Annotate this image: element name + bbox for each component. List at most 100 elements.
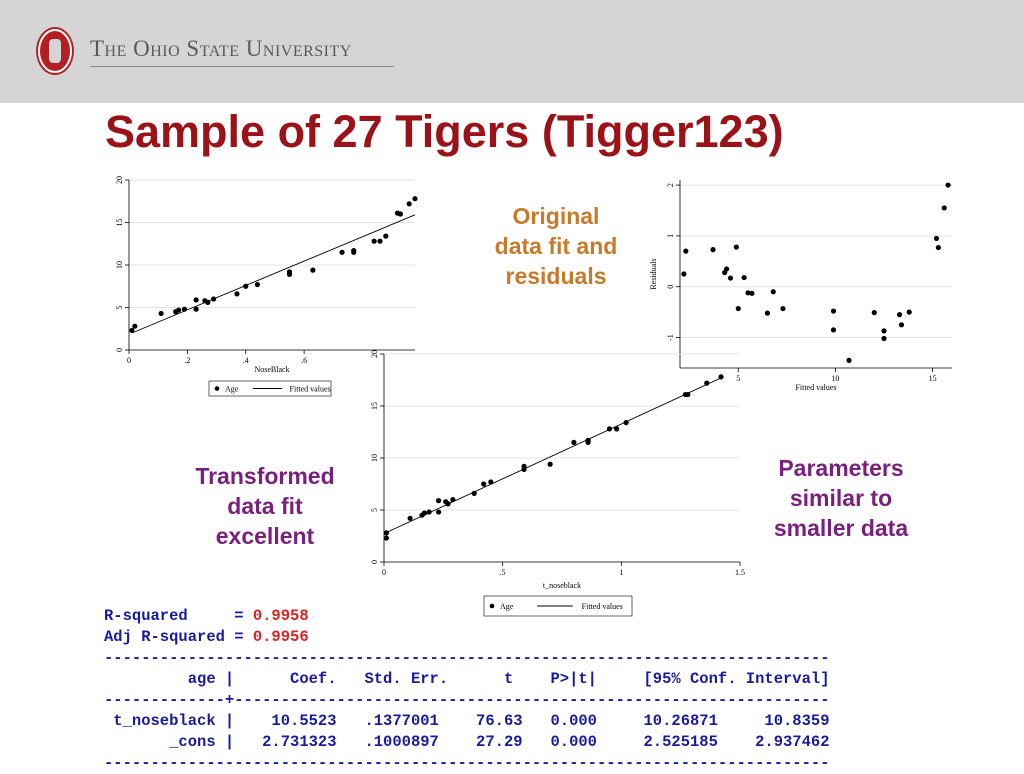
data-point	[745, 290, 751, 296]
data-point	[881, 328, 887, 334]
data-point	[205, 299, 211, 305]
y-tick-label: 1	[666, 234, 675, 238]
table-rule-top: ----------------------------------------…	[104, 649, 830, 667]
data-point	[488, 479, 494, 485]
data-point	[585, 437, 591, 443]
y-tick-label: 15	[370, 402, 379, 410]
y-axis-label: Residuals	[649, 258, 658, 289]
data-point	[445, 501, 451, 507]
table-row-cons: _cons | 2.731323 .1000897 27.29 0.000 2.…	[104, 733, 830, 751]
data-point	[830, 308, 837, 314]
chart-residuals: -1 0 1 2 5 10 15 Fitted values Residuals	[649, 180, 952, 392]
y-tick-label: 0	[115, 348, 124, 352]
data-point	[613, 426, 620, 432]
y-tick-label: 0	[370, 560, 379, 564]
data-point	[339, 249, 345, 255]
data-point	[129, 327, 135, 334]
data-point	[426, 509, 432, 515]
data-point	[234, 291, 240, 297]
data-point	[383, 233, 389, 239]
data-point	[906, 309, 912, 315]
x-tick-label: 1.5	[735, 568, 745, 577]
data-point	[351, 247, 357, 254]
data-point	[435, 498, 442, 504]
y-tick-label: 5	[115, 306, 124, 310]
data-point	[158, 310, 164, 317]
data-point	[941, 205, 947, 211]
table-row-noseblack: t_noseblack | 10.5523 .1377001 76.63 0.0…	[104, 712, 830, 730]
osu-logo-icon	[36, 27, 74, 75]
data-point	[896, 312, 903, 318]
data-point	[681, 271, 687, 277]
data-point	[846, 357, 852, 363]
x-tick-label: 5	[736, 374, 740, 383]
header-bar: The Ohio State University	[0, 0, 1024, 103]
regression-output: R-squared = 0.9958 Adj R-squared = 0.995…	[104, 606, 830, 774]
x-tick-label: 0	[127, 356, 131, 365]
data-point	[749, 290, 755, 296]
data-point	[683, 248, 689, 254]
data-point	[704, 380, 710, 386]
header-divider	[90, 66, 394, 67]
r-squared-line: R-squared = 0.9958	[104, 606, 830, 627]
data-point	[450, 497, 456, 503]
data-point	[724, 266, 730, 272]
legend-label-fitted: Fitted values	[582, 602, 623, 611]
legend-label-age: Age	[225, 385, 239, 394]
table-header-row: age | Coef. Std. Err. t P>|t| [95% Conf.…	[104, 670, 830, 688]
adj-r-squared-line: Adj R-squared = 0.9956	[104, 627, 830, 648]
data-point	[406, 201, 412, 207]
adj-r-squared-label: Adj R-squared =	[104, 628, 253, 646]
caption-parameters: Parameters similar to smaller data	[773, 455, 909, 541]
data-point	[741, 274, 747, 281]
x-tick-label: 1	[619, 568, 623, 577]
university-name: The Ohio State University	[90, 36, 352, 61]
fitted-line	[131, 214, 416, 334]
y-tick-label: 10	[115, 261, 124, 269]
data-point	[770, 289, 776, 295]
data-point	[383, 530, 389, 536]
data-point	[211, 296, 217, 302]
data-point	[254, 281, 261, 288]
data-point	[623, 420, 629, 426]
data-point	[176, 307, 182, 313]
chart-original-fit: 0 5 10 15 20 0 .2 .4 .6 NoseBlack Age Fitted values	[115, 176, 418, 397]
data-point	[871, 310, 877, 316]
y-tick-label: 0	[666, 285, 675, 289]
chart-transformed-fit: 0 5 10 15 20 0 .5 1 1.5 t_noseblack Age Fitted valu…	[370, 350, 745, 617]
data-point	[243, 283, 249, 289]
legend-marker	[489, 603, 495, 609]
data-point	[780, 305, 786, 312]
data-point	[377, 238, 383, 244]
data-point	[898, 322, 905, 328]
y-tick-label: 20	[370, 350, 379, 358]
data-point	[383, 535, 389, 541]
y-tick-label: 10	[370, 454, 379, 462]
y-tick-label: 5	[370, 508, 379, 512]
x-tick-label: .2	[184, 356, 190, 365]
data-point	[286, 269, 293, 275]
data-point	[571, 439, 577, 445]
data-point	[727, 275, 734, 281]
legend-label-age: Age	[500, 602, 514, 611]
data-point	[764, 310, 771, 316]
x-axis-label: Fitted values	[795, 383, 836, 392]
data-point	[371, 238, 377, 244]
data-point	[881, 335, 887, 342]
caption-original: Original data fit and residuals	[494, 203, 618, 289]
data-point	[945, 182, 951, 188]
r-squared-value: 0.9958	[252, 607, 309, 625]
legend-marker	[214, 386, 220, 391]
y-tick-label: -1	[666, 334, 675, 341]
slide-title: Sample of 27 Tigers (Tigger123)	[105, 106, 784, 157]
data-point	[935, 244, 941, 251]
x-tick-label: .6	[301, 356, 307, 365]
data-point	[435, 509, 442, 515]
x-axis-label: t_noseblack	[543, 581, 581, 590]
table-rule-mid: -------------+--------------------------…	[104, 691, 830, 709]
data-point	[521, 463, 527, 469]
x-tick-label: 15	[929, 374, 937, 383]
data-point	[718, 374, 724, 380]
data-point	[733, 244, 739, 250]
x-axis-label: NoseBlack	[254, 365, 289, 374]
